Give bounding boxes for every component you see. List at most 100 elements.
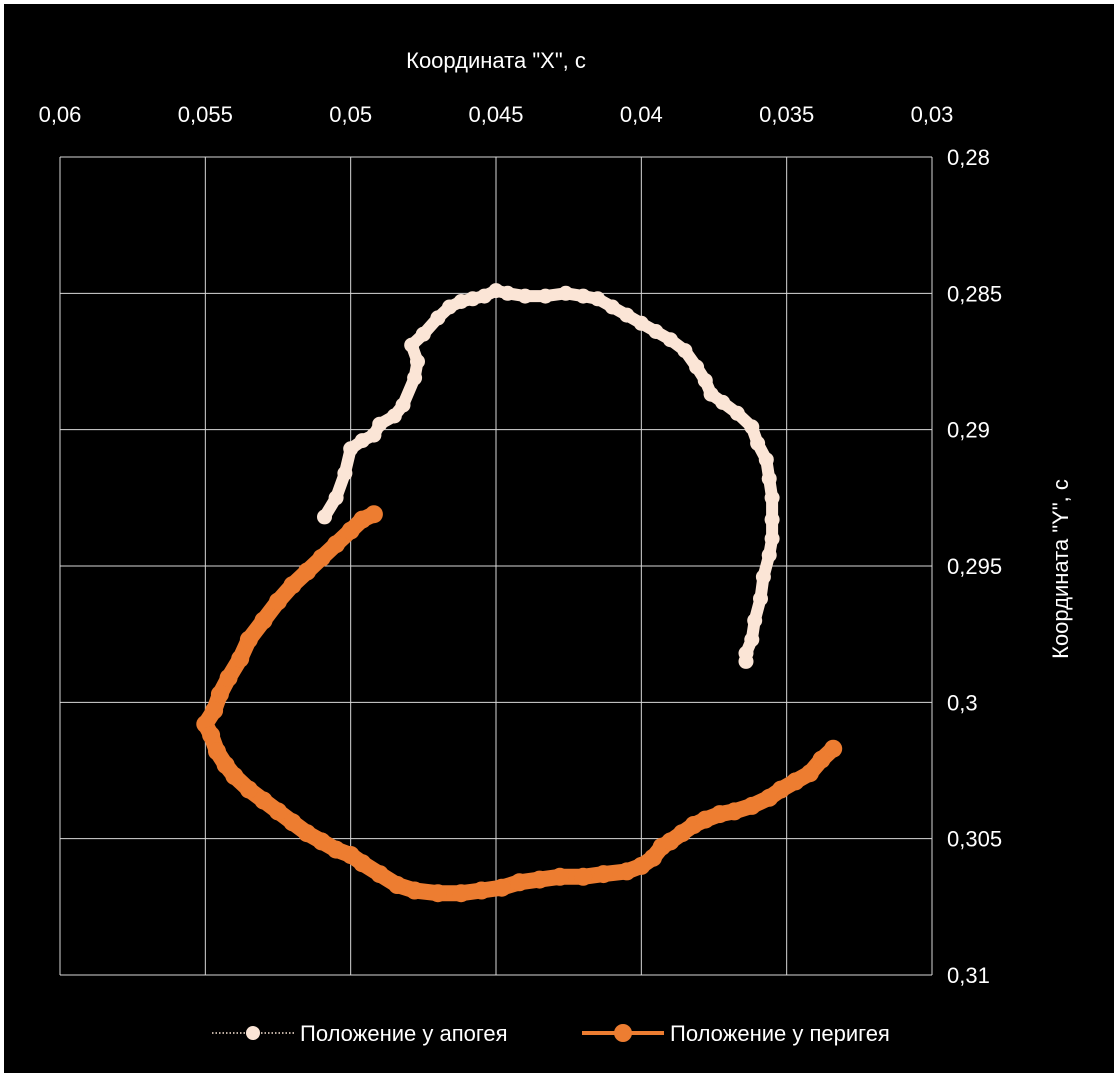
chart-frame: 0,06 0,055 0,05 0,045 0,04 0,035 0,03 0,28 0,28… xyxy=(4,4,1114,1073)
data-point xyxy=(388,876,407,894)
data-point xyxy=(269,802,287,821)
data-point xyxy=(343,441,359,457)
data-point xyxy=(617,862,636,881)
data-point xyxy=(510,873,529,892)
data-point xyxy=(530,870,549,889)
data-point xyxy=(395,397,411,413)
data-point xyxy=(327,840,346,859)
data-point xyxy=(500,285,516,301)
data-point xyxy=(472,881,491,900)
series-apogee xyxy=(317,283,780,669)
data-point xyxy=(354,433,370,449)
grid xyxy=(59,156,933,976)
x-axis-title: Координата "X", c xyxy=(406,48,586,73)
y-tick-label: 0,29 xyxy=(947,418,990,443)
data-point xyxy=(372,416,388,432)
data-point xyxy=(430,310,446,326)
data-point xyxy=(269,592,287,611)
data-point xyxy=(298,562,317,581)
data-point xyxy=(488,283,504,299)
data-point xyxy=(442,299,457,315)
data-point xyxy=(476,288,492,304)
data-point xyxy=(404,337,420,353)
data-point xyxy=(755,569,771,585)
data-point xyxy=(786,772,805,791)
data-point xyxy=(558,285,574,301)
data-point xyxy=(202,726,221,745)
data-point xyxy=(703,386,719,402)
data-point xyxy=(604,299,620,315)
legend: Положение у апогея Положение у перигея xyxy=(212,1021,890,1046)
data-point xyxy=(764,531,780,547)
x-tick-label: 0,055 xyxy=(178,102,233,127)
data-point xyxy=(231,649,250,668)
data-point xyxy=(738,653,754,669)
series-line-apogee xyxy=(318,284,779,668)
y-tick-label: 0,285 xyxy=(947,281,1002,306)
data-point xyxy=(386,408,402,424)
data-point xyxy=(729,405,745,421)
data-point xyxy=(239,630,258,649)
data-point xyxy=(453,294,469,309)
chart-svg: 0,06 0,055 0,05 0,045 0,04 0,035 0,03 0,280,28… xyxy=(39,48,1073,1046)
data-point xyxy=(764,490,780,506)
data-point xyxy=(407,370,423,386)
data-point xyxy=(410,354,425,369)
data-point xyxy=(771,780,790,799)
data-point xyxy=(537,288,553,304)
x-tick-label: 0,05 xyxy=(329,102,372,127)
data-point xyxy=(298,824,317,843)
data-point xyxy=(317,509,332,525)
data-point xyxy=(328,490,344,506)
data-point xyxy=(370,865,389,884)
data-point xyxy=(210,685,229,704)
data-point xyxy=(753,591,768,607)
data-point xyxy=(747,613,763,628)
data-point xyxy=(750,435,766,451)
data-point xyxy=(824,739,843,758)
data-point xyxy=(208,742,226,761)
data-point xyxy=(744,632,760,648)
data-point xyxy=(800,764,819,783)
x-tick-label: 0,06 xyxy=(39,102,82,127)
data-point xyxy=(696,810,715,829)
x-tick-label: 0,045 xyxy=(468,102,523,127)
data-point xyxy=(353,854,372,873)
data-point xyxy=(283,576,302,595)
data-point xyxy=(648,324,664,339)
data-point xyxy=(697,373,713,389)
data-point xyxy=(517,288,533,304)
legend-marker-perigee xyxy=(614,1024,632,1042)
data-point xyxy=(283,813,302,832)
legend-label-apogee: Положение у апогея xyxy=(300,1021,508,1046)
x-tick-labels: 0,06 0,055 0,05 0,045 0,04 0,035 0,03 xyxy=(39,102,954,127)
series-perigee xyxy=(196,505,843,903)
data-point xyxy=(715,394,731,410)
data-point xyxy=(725,802,744,821)
data-point xyxy=(254,791,273,810)
y-tick-label: 0,305 xyxy=(947,827,1002,852)
data-point xyxy=(327,535,346,554)
data-point xyxy=(225,767,244,785)
data-point xyxy=(744,419,760,435)
data-point xyxy=(594,865,613,884)
x-tick-label: 0,04 xyxy=(620,102,663,127)
y-axis-title: Координата "Y", c xyxy=(1048,479,1073,659)
data-point xyxy=(452,884,471,903)
data-point xyxy=(758,452,774,468)
data-point xyxy=(341,521,360,540)
data-point xyxy=(312,832,331,851)
data-point xyxy=(405,881,424,900)
y-tick-label: 0,3 xyxy=(947,690,978,715)
series-layer xyxy=(196,283,843,903)
data-point xyxy=(465,291,481,307)
data-point xyxy=(742,796,761,815)
data-point xyxy=(205,701,224,720)
y-tick-label: 0,31 xyxy=(947,963,990,988)
data-point xyxy=(575,288,591,304)
legend-label-perigee: Положение у перигея xyxy=(670,1021,890,1046)
data-point xyxy=(219,668,238,687)
data-point xyxy=(312,548,331,567)
data-point xyxy=(689,359,705,375)
y-tick-labels: 0,28 0,285 0,29 0,295 0,3 0,305 0,31 xyxy=(947,145,1002,988)
